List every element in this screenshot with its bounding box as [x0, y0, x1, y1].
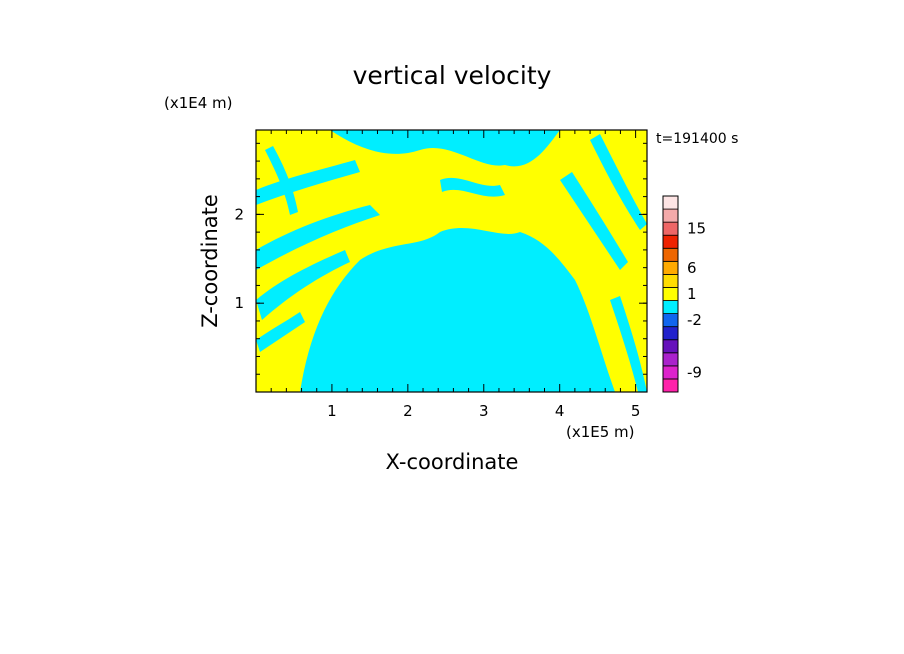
x-tick-label: 4 — [555, 402, 565, 420]
plot-area — [255, 129, 648, 393]
negative-band-3 — [256, 160, 360, 205]
x-unit-label: (x1E5 m) — [566, 423, 635, 441]
colorbar-swatch — [662, 260, 679, 275]
colorbar-swatch — [662, 195, 679, 210]
colorbar-swatch — [662, 300, 679, 314]
chart-title: vertical velocity — [353, 61, 552, 90]
negative-band-1 — [256, 205, 380, 270]
plot-frame — [255, 129, 648, 393]
colorbar-swatch — [662, 339, 679, 354]
colorbar-label: -2 — [687, 311, 702, 329]
colorbar-swatch — [662, 247, 679, 262]
negative-band-4 — [560, 172, 628, 270]
colorbar-frame — [662, 195, 679, 393]
negative-band-6 — [540, 256, 600, 360]
colorbar-swatch — [662, 287, 679, 301]
colorbar-swatch — [662, 326, 679, 341]
x-tick-label: 2 — [403, 402, 413, 420]
colorbar-label: 15 — [687, 220, 706, 238]
colorbar-swatch — [662, 378, 679, 393]
colorbar-swatch — [662, 352, 679, 367]
colorbar-label: 6 — [687, 259, 697, 277]
contour-field — [256, 130, 647, 392]
y-tick-label: 1 — [234, 294, 244, 312]
y-axis-label: Z-coordinate — [198, 194, 222, 328]
y-axis: 12 — [234, 142, 647, 375]
colorbar-swatch — [662, 234, 679, 249]
colorbar-swatch — [662, 313, 679, 328]
x-axis-label: X-coordinate — [386, 450, 519, 474]
colorbar-label: -9 — [687, 363, 702, 381]
colorbar-swatch — [662, 208, 679, 223]
negative-band-5 — [590, 134, 647, 230]
x-tick-label: 1 — [327, 402, 337, 420]
negative-region-upper — [330, 130, 560, 167]
colorbar-swatch — [662, 365, 679, 380]
negative-band-10 — [440, 177, 505, 197]
x-tick-label: 3 — [479, 402, 489, 420]
negative-band-7 — [256, 312, 305, 352]
y-tick-label: 2 — [234, 205, 244, 223]
negative-band-2 — [256, 250, 350, 320]
negative-band-9 — [610, 296, 647, 392]
colorbar-swatch — [662, 273, 679, 288]
time-label: t=191400 s — [656, 131, 738, 147]
negative-band-8 — [265, 146, 298, 215]
y-unit-label: (x1E4 m) — [164, 94, 233, 112]
x-tick-label: 5 — [631, 402, 641, 420]
negative-region-central — [300, 228, 615, 392]
colorbar-label: 1 — [687, 285, 697, 303]
colorbar: 15 6 1 -2 -9 — [662, 195, 706, 393]
x-axis: 1 2 3 4 5 — [270, 130, 641, 420]
colorbar-swatch — [662, 221, 679, 236]
